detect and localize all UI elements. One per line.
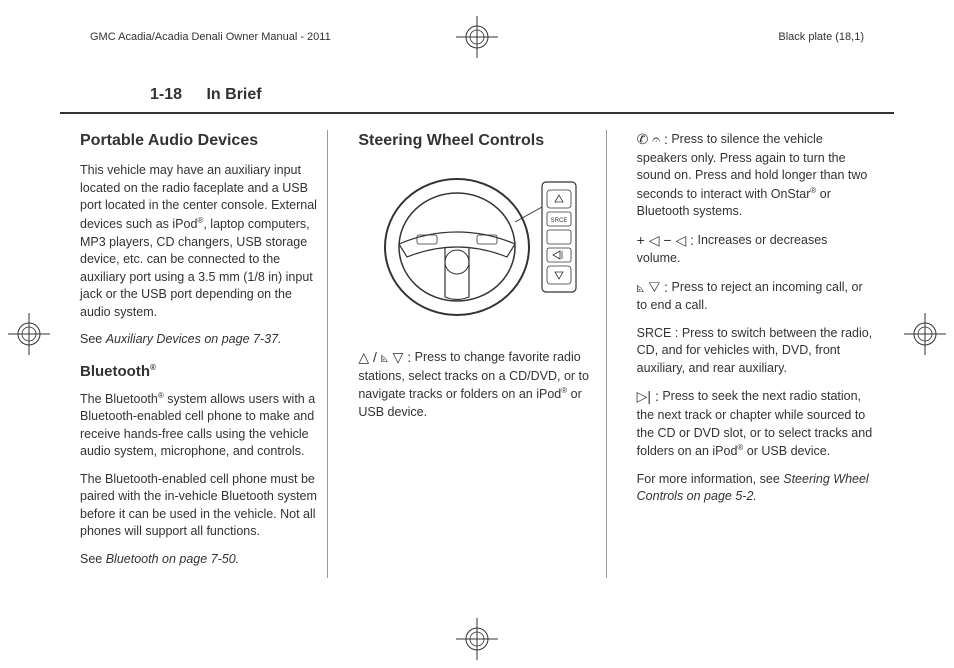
bluetooth-p2: The Bluetooth-enabled cell phone must be… bbox=[80, 471, 317, 541]
bluetooth-ref: See Bluetooth on page 7-50. bbox=[80, 551, 317, 569]
reject-call-icon: ⦝ ▽ : bbox=[637, 279, 668, 295]
def-volume: + ◁ − ◁ : Increases or decreases volume. bbox=[637, 231, 874, 268]
steering-ref: For more information, see Steering Wheel… bbox=[637, 471, 874, 506]
column-2: Steering Wheel Controls SRCE △ / ⦝ ▽ : P… bbox=[348, 130, 606, 578]
plate-info: Black plate (18,1) bbox=[498, 31, 864, 43]
def-srce: SRCE : Press to switch between the radio… bbox=[637, 325, 874, 378]
up-down-nav-icon: △ / ⦝ ▽ : bbox=[358, 349, 411, 365]
steering-wheel-title: Steering Wheel Controls bbox=[358, 130, 595, 152]
portable-audio-paragraph: This vehicle may have an auxiliary input… bbox=[80, 162, 317, 321]
srce-label: SRCE : bbox=[637, 326, 679, 340]
volume-icon: + ◁ − ◁ : bbox=[637, 232, 694, 248]
manual-title: GMC Acadia/Acadia Denali Owner Manual - … bbox=[90, 31, 456, 43]
def-change-station: △ / ⦝ ▽ : Press to change favorite radio… bbox=[358, 348, 595, 421]
page-number: 1-18 bbox=[150, 86, 182, 103]
def-reject-call: ⦝ ▽ : Press to reject an incoming call, … bbox=[637, 278, 874, 315]
bluetooth-p1: The Bluetooth® system allows users with … bbox=[80, 390, 317, 461]
column-1: Portable Audio Devices This vehicle may … bbox=[70, 130, 328, 578]
def-seek: ▷| : Press to seek the next radio statio… bbox=[637, 387, 874, 460]
print-header: GMC Acadia/Acadia Denali Owner Manual - … bbox=[0, 0, 954, 66]
page-header: 1-18 In Brief bbox=[60, 66, 894, 114]
registration-mark-bottom bbox=[456, 618, 498, 660]
registration-mark-right bbox=[904, 313, 946, 355]
content-columns: Portable Audio Devices This vehicle may … bbox=[0, 130, 954, 578]
seek-next-icon: ▷| : bbox=[637, 388, 659, 404]
def-mute: ✆ 𝄐 : Press to silence the vehicle speak… bbox=[637, 130, 874, 221]
section-name: In Brief bbox=[206, 86, 261, 103]
column-3: ✆ 𝄐 : Press to silence the vehicle speak… bbox=[627, 130, 884, 578]
steering-wheel-figure: SRCE bbox=[367, 162, 587, 332]
portable-audio-title: Portable Audio Devices bbox=[80, 130, 317, 152]
aux-ref: See Auxiliary Devices on page 7-37. bbox=[80, 331, 317, 349]
svg-text:SRCE: SRCE bbox=[551, 218, 568, 224]
bluetooth-title: Bluetooth® bbox=[80, 361, 317, 382]
registration-mark-top bbox=[456, 16, 498, 58]
registration-mark-left bbox=[8, 313, 50, 355]
phone-mute-icon: ✆ 𝄐 : bbox=[637, 131, 668, 147]
